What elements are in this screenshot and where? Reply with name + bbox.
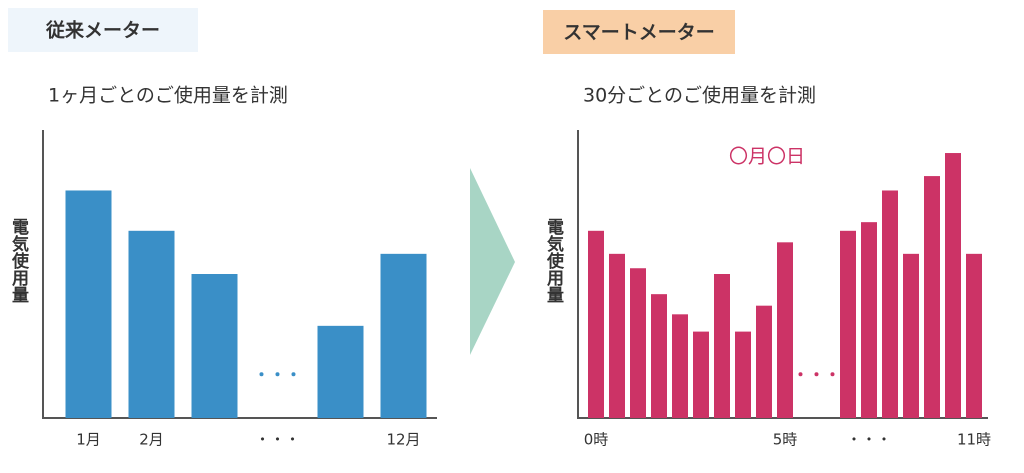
bar [756,305,772,418]
arrow [470,168,515,355]
x-tick-label: ・・・ [846,431,891,449]
bar [903,253,919,418]
bar [630,268,646,418]
bar [840,230,856,418]
x-tick-label: 2月 [139,431,164,449]
gap-mark: ・・・ [792,366,840,385]
bar [924,176,940,418]
annotation: 〇月〇日 [729,146,805,168]
bar [861,222,877,418]
bar [777,242,793,418]
subtitle: 30分ごとのご使用量を計測 [583,85,816,107]
header: 従来メーター [45,19,160,42]
bar [609,253,625,418]
x-tick-label: 11時 [957,431,991,449]
bar [128,230,175,418]
x-tick-label: 0時 [584,431,609,449]
bar [945,153,961,419]
x-tick-label: ・・・ [255,431,300,449]
bar [882,190,898,418]
header-box [8,8,198,52]
x-tick-label: 1月 [76,431,101,449]
x-tick-label: 5時 [773,431,798,449]
bar [588,230,604,418]
gap-mark: ・・・ [253,366,301,385]
bar [317,325,364,418]
bar [966,253,982,418]
y-axis-label: 電気使用量 [543,218,565,303]
y-axis-label: 電気使用量 [8,218,30,303]
subtitle: 1ヶ月ごとのご使用量を計測 [48,85,288,107]
bar [380,253,427,418]
bar [651,294,667,418]
bar [714,274,730,418]
bar [693,331,709,418]
bar [672,314,688,418]
bar [65,190,112,418]
header-box [543,10,735,54]
header: スマートメーター [563,22,714,44]
x-tick-label: 12月 [386,431,420,449]
bar [191,274,238,418]
bar [735,331,751,418]
